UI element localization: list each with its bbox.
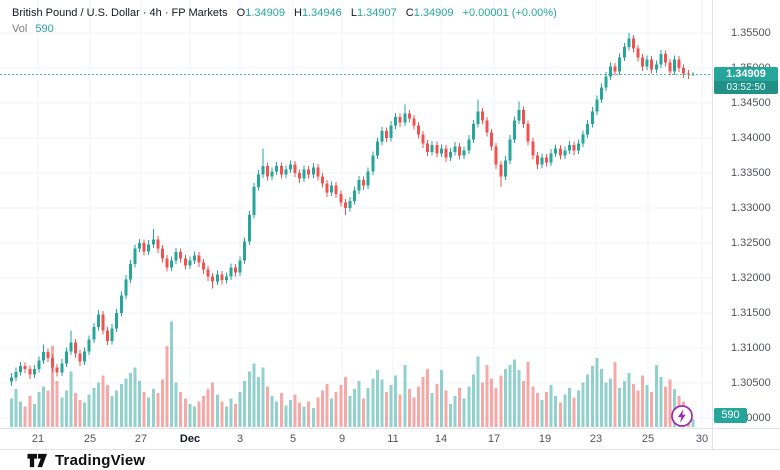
- time-tick-label: 21: [31, 433, 45, 445]
- tradingview-logo[interactable]: TradingView: [27, 452, 145, 469]
- time-tick-label: 23: [589, 433, 603, 445]
- last-price-badge: 1.34909 03:52:50: [714, 67, 778, 94]
- vol-label: Vol: [12, 23, 28, 35]
- price-tick-label: 1.33500: [731, 167, 771, 179]
- ohlc-high-label: H: [294, 7, 302, 19]
- symbol-title: British Pound / U.S. Dollar · 4h · FP Ma…: [12, 7, 228, 19]
- candlestick-canvas[interactable]: [0, 0, 712, 449]
- time-tick-label: 19: [538, 433, 552, 445]
- price-tick-label: 1.34000: [731, 132, 771, 144]
- ohlc-close-value: 1.34909: [413, 7, 454, 19]
- price-axis-separator: [712, 0, 713, 449]
- time-tick-label: 25: [641, 433, 655, 445]
- chart-legend: British Pound / U.S. Dollar · 4h · FP Ma…: [12, 6, 557, 21]
- tradingview-logo-text: TradingView: [55, 452, 146, 469]
- bar-countdown: 03:52:50: [714, 81, 778, 94]
- time-tick-label: Dec: [179, 433, 201, 445]
- time-tick-label: 17: [487, 433, 501, 445]
- last-price-value: 1.34909: [714, 67, 778, 81]
- time-tick-label: 14: [434, 433, 448, 445]
- time-tick-label: 25: [83, 433, 97, 445]
- ohlc-open-value: 1.34909: [245, 7, 285, 19]
- widget-border: [0, 449, 780, 450]
- time-tick-label: 5: [289, 433, 297, 445]
- price-tick-label: 1.31000: [731, 342, 771, 354]
- price-tick-label: 1.32500: [731, 237, 771, 249]
- price-tick-label: 1.31500: [731, 307, 771, 319]
- price-change: +0.00001 (+0.00%): [462, 7, 557, 19]
- ohlc-open-label: O: [236, 7, 246, 19]
- price-tick-label: 1.34500: [731, 97, 771, 109]
- chart-pane[interactable]: 1.355001.350001.345001.340001.335001.330…: [0, 0, 780, 449]
- vol-value: 590: [35, 23, 54, 35]
- price-tick-label: 1.33000: [731, 202, 771, 214]
- ohlc-close-label: C: [405, 7, 414, 19]
- time-tick-label: 11: [387, 433, 399, 445]
- time-tick-label: 30: [695, 433, 709, 445]
- time-tick-label: 27: [134, 433, 148, 445]
- ohlc-low-label: L: [350, 7, 357, 19]
- price-tick-label: 1.30500: [731, 377, 771, 389]
- time-tick-label: 9: [338, 433, 346, 445]
- price-tick-label: 1.35500: [731, 27, 771, 39]
- ohlc-low-value: 1.34907: [356, 7, 397, 19]
- volume-legend: Vol 590: [12, 22, 54, 37]
- time-axis-separator: [0, 428, 780, 429]
- tradingview-logo-icon: [27, 453, 48, 468]
- price-tick-label: 1.32000: [731, 272, 771, 284]
- lightning-bolt-icon[interactable]: [670, 404, 694, 428]
- ohlc-high-value: 1.34946: [302, 7, 342, 19]
- volume-badge: 590: [714, 408, 747, 423]
- time-tick-label: 3: [236, 433, 244, 445]
